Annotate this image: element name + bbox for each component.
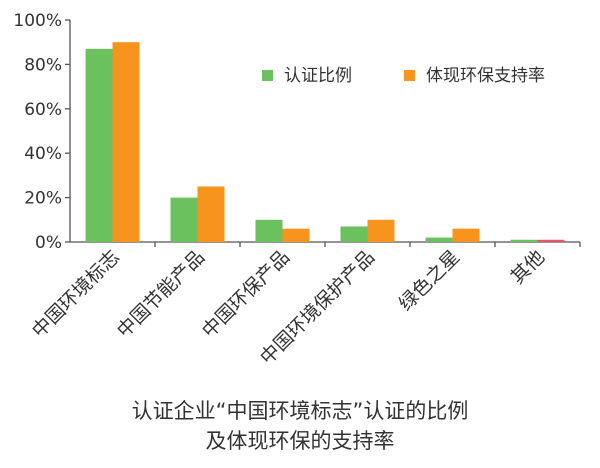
- x-category-label: 中国节能产品: [113, 246, 209, 342]
- bar-certification-ratio: [255, 219, 283, 242]
- x-category-label: 中国环境标志: [28, 246, 124, 342]
- bar-certification-ratio: [425, 237, 453, 242]
- bar-support-rate: [112, 42, 140, 243]
- y-tick-label: 0%: [35, 233, 62, 253]
- bar-support-rate: [367, 219, 395, 242]
- chart-caption-line-2: 及体现环保的支持率: [205, 429, 395, 453]
- chart-caption-line-1: 认证企业“中国环境标志”认证的比例: [131, 399, 469, 423]
- y-tick-label: 40%: [24, 144, 62, 164]
- x-category-label: 绿色之星: [395, 246, 464, 315]
- legend-swatch: [404, 70, 415, 81]
- bar-certification-ratio: [85, 48, 113, 242]
- y-tick-label: 80%: [24, 55, 62, 75]
- legend-label: 体现环保支持率: [426, 66, 545, 86]
- x-category-label: 其他: [507, 246, 549, 288]
- bar-certification-ratio: [170, 197, 198, 242]
- bar-support-rate: [282, 228, 310, 242]
- bar-support-rate: [537, 239, 565, 242]
- legend-label: 认证比例: [284, 66, 352, 86]
- x-category-label: 中国环保产品: [198, 246, 294, 342]
- bar-support-rate: [197, 186, 225, 242]
- bar-chart: 0%20%40%60%80%100%中国环境标志中国节能产品中国环保产品中国环境…: [13, 11, 581, 369]
- legend-swatch: [262, 70, 273, 81]
- bar-certification-ratio: [340, 226, 368, 242]
- bar-support-rate: [452, 228, 480, 242]
- bar-certification-ratio: [510, 239, 538, 242]
- y-tick-label: 60%: [24, 100, 62, 120]
- y-tick-label: 20%: [24, 189, 62, 209]
- y-tick-label: 100%: [13, 11, 62, 31]
